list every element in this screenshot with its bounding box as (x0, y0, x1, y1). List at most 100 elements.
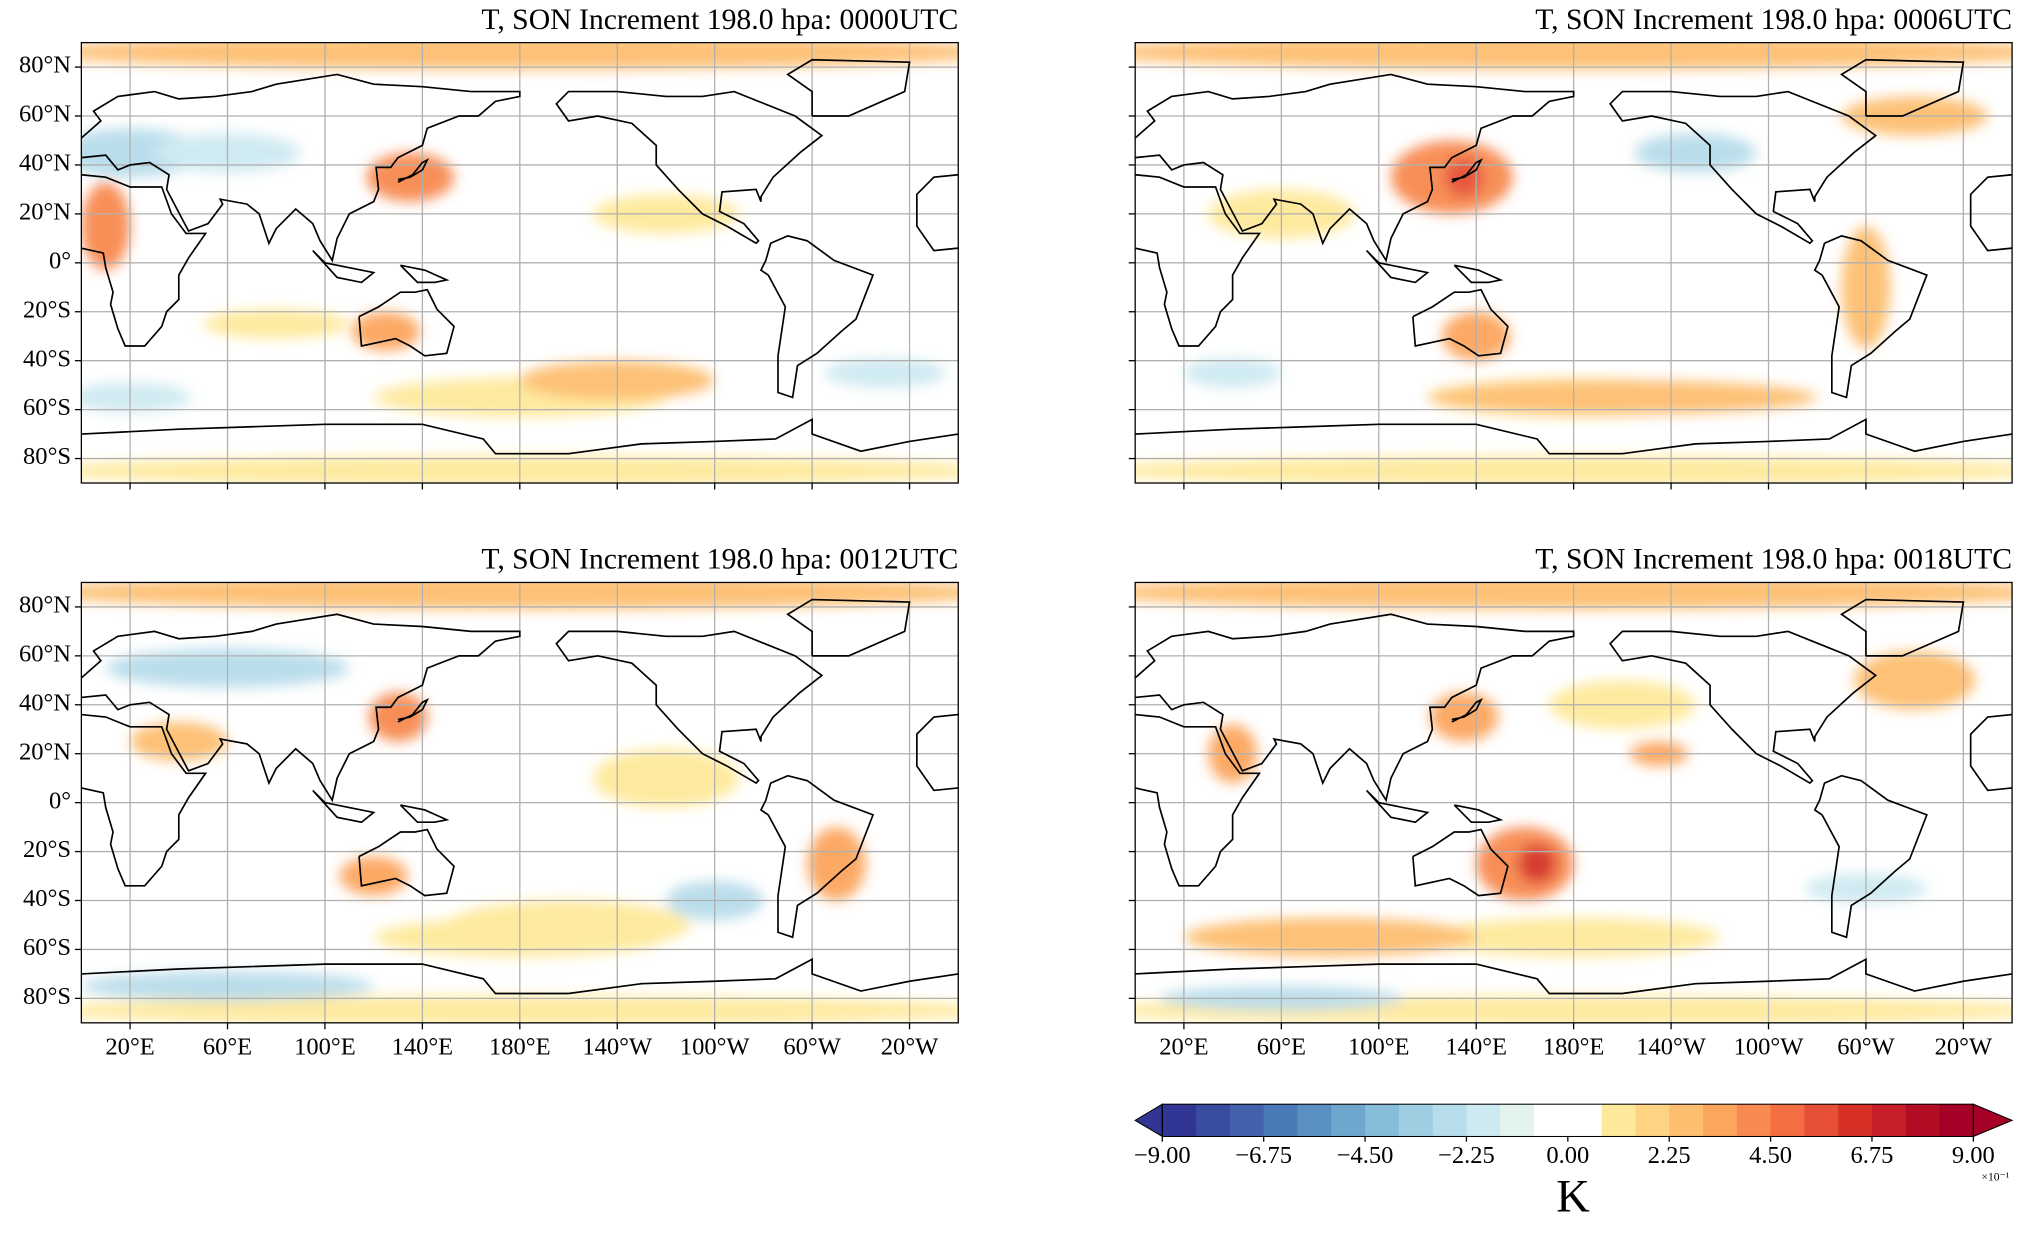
coastline (397, 698, 430, 723)
coastline (1609, 90, 1878, 245)
contour-blob (1135, 42, 2013, 70)
contour-blob (1135, 456, 2013, 484)
colorbar-tick-label: −6.75 (1235, 1142, 1292, 1169)
coastline (1969, 713, 2013, 792)
coastline (1453, 264, 1504, 284)
colorbar: −9.00 −6.75 −4.50 −2.25 0.00 2.25 4.50 6.75 9.00… (1134, 1103, 2014, 1223)
colorbar-segment (1567, 1104, 1603, 1137)
panel-title: T, SON Increment 198.0 hpa: 0012UTC (481, 544, 958, 576)
colorbar-segment (1534, 1104, 1569, 1137)
map-panel: T, SON Increment 198.0 hpa: 0006UTC (1128, 4, 2013, 490)
colorbar-segment (1702, 1104, 1738, 1137)
y-tick-label: 60°N (19, 640, 71, 667)
colorbar-segment (1669, 1104, 1704, 1137)
contour-blob (446, 900, 691, 950)
contour-blob (1427, 380, 1818, 415)
contour-blob (81, 182, 131, 271)
x-tick-label: 140°W (1636, 1033, 1707, 1060)
contour-blob (130, 721, 228, 762)
panel-title: T, SON Increment 198.0 hpa: 0000UTC (481, 4, 958, 36)
coastline (81, 957, 959, 995)
contour-fill (81, 582, 959, 1023)
x-tick-label: 100°E (1348, 1033, 1410, 1060)
colorbar-segment (1196, 1104, 1231, 1137)
coastline (555, 90, 824, 245)
y-tick-label: 80°S (23, 983, 71, 1010)
coastline (312, 789, 376, 824)
colorbar-segment (1365, 1104, 1400, 1137)
colorbar-extend-high (1972, 1103, 2014, 1138)
y-tick-label: 20°N (19, 738, 71, 765)
y-tick-label: 20°N (19, 199, 71, 226)
x-tick-label: 100°W (680, 1033, 751, 1060)
x-tick-label: 180°E (1543, 1033, 1605, 1060)
y-tick-label: 20°S (23, 296, 71, 323)
contour-blob (1853, 650, 1976, 710)
y-tick-label: 40°N (19, 689, 71, 716)
colorbar-tick-label: −2.25 (1438, 1142, 1495, 1169)
coastline (1135, 713, 1262, 887)
coastline (397, 158, 430, 183)
coastline (1135, 417, 2013, 455)
colorbar-segment (1432, 1104, 1468, 1137)
colorbar-segment (1770, 1104, 1806, 1137)
colorbar-segment (1263, 1104, 1299, 1137)
coastline (81, 173, 208, 347)
contour-blob (1517, 844, 1557, 884)
colorbar-tick-label: 9.00 (1952, 1142, 1995, 1169)
coastline (1412, 828, 1509, 897)
x-tick-label: 140°E (392, 1033, 454, 1060)
coastline (358, 288, 455, 357)
coastline (786, 598, 911, 657)
colorbar-segment (1736, 1104, 1772, 1137)
increment-field (1135, 582, 2013, 1023)
coastline (759, 774, 875, 939)
contour-blob (1135, 582, 2013, 610)
coastline (1365, 249, 1430, 284)
contour-blob (351, 311, 420, 351)
colorbar-segment (1905, 1104, 1941, 1137)
y-tick-label: 20°S (23, 836, 71, 863)
map-frame (80, 581, 959, 1024)
x-tick-label: 20°W (1935, 1033, 1993, 1060)
coastline (1969, 173, 2013, 252)
coastline (312, 249, 376, 284)
colorbar-label: K (1556, 1172, 1590, 1223)
coastline (1135, 173, 1262, 347)
colorbar-tick-label: 0.00 (1546, 1142, 1589, 1169)
coastline (1813, 235, 1928, 399)
colorbar-tick-label: 6.75 (1851, 1142, 1894, 1169)
y-tick-label: 40°N (19, 150, 71, 177)
coastline (1609, 630, 1878, 785)
coastline (1365, 789, 1430, 824)
colorbar-segment (1331, 1104, 1366, 1137)
coastline (1840, 598, 1965, 657)
x-tick-label: 140°E (1445, 1033, 1507, 1060)
coastline (81, 417, 959, 455)
y-tick-label: 60°N (19, 101, 71, 128)
x-tick-label: 20°W (881, 1033, 939, 1060)
colorbar-segment (1398, 1104, 1434, 1137)
x-tick-label: 60°W (1837, 1033, 1895, 1060)
coastline (916, 713, 959, 792)
coastline (358, 828, 455, 897)
colorbar-segment (1229, 1104, 1265, 1137)
coastline (1840, 58, 1965, 117)
contour-blob (81, 382, 191, 413)
coastline (81, 713, 208, 887)
coastline (555, 630, 824, 785)
colorbar-segment (1162, 1104, 1197, 1137)
coastline (759, 235, 875, 399)
increment-field (1135, 42, 2013, 484)
increment-field (81, 42, 959, 484)
y-tick-label: 60°S (23, 934, 71, 961)
coastline (1453, 804, 1504, 824)
y-tick-label: 80°N (19, 592, 71, 619)
x-tick-label: 100°W (1734, 1033, 1805, 1060)
map-panel: 20°E 60°E 100°E 140°E 180°E 140°W 100°W 60°W 20°… (1128, 544, 2013, 1060)
contour-blob (339, 856, 408, 896)
contour-blob (203, 309, 350, 339)
map-frame (80, 41, 959, 484)
